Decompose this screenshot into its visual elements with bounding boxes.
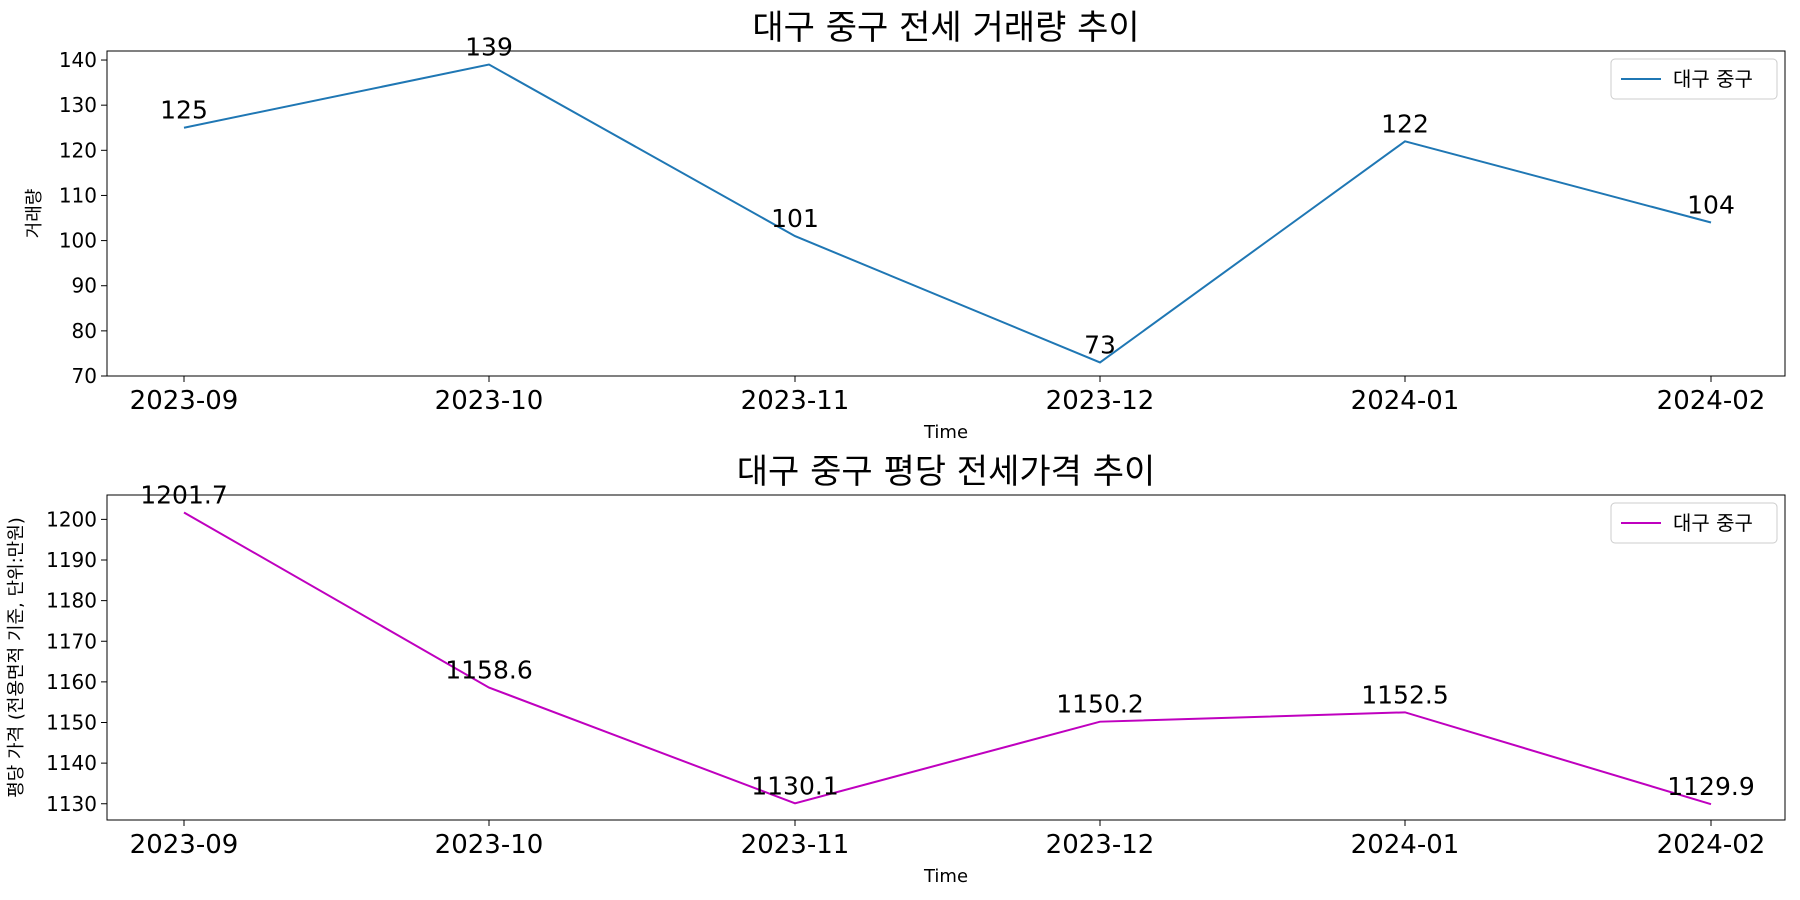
data-label: 1129.9 <box>1667 772 1754 801</box>
data-label: 101 <box>771 204 819 233</box>
y-tick-label: 90 <box>72 274 97 298</box>
y-tick-label: 70 <box>72 364 97 388</box>
y-tick-label: 1170 <box>46 629 97 653</box>
legend-label: 대구 중구 <box>1673 67 1753 91</box>
y-tick-label: 130 <box>59 93 97 117</box>
y-tick-label: 1180 <box>46 589 97 613</box>
x-tick-label: 2023-12 <box>1046 386 1155 416</box>
y-tick-label: 140 <box>59 48 97 72</box>
x-tick-label: 2023-10 <box>435 386 544 416</box>
x-tick-label: 2024-02 <box>1657 830 1766 860</box>
data-label: 1152.5 <box>1361 680 1448 709</box>
x-axis-label: Time <box>923 866 968 887</box>
data-label: 1130.1 <box>751 771 838 800</box>
y-tick-label: 80 <box>72 319 97 343</box>
data-label: 139 <box>465 33 513 62</box>
legend-label: 대구 중구 <box>1673 511 1753 535</box>
x-tick-label: 2023-11 <box>741 386 850 416</box>
legend-box <box>1610 58 1778 100</box>
chart-panel-1: 대구 중구 전세 거래량 추이 70 80 90 100 110 120 130 140 2023… <box>24 8 1786 443</box>
series-line <box>183 63 1712 364</box>
y-tick-label: 100 <box>59 229 97 253</box>
x-tick-label: 2023-10 <box>435 830 544 860</box>
plot-frame <box>106 50 1786 377</box>
chart-panel-2: 대구 중구 평당 전세가격 추이 1130 1140 1150 1160 1170 1180… <box>6 452 1786 887</box>
y-axis-label: 거래량 <box>24 189 45 239</box>
y-tick-label: 110 <box>59 183 97 207</box>
x-tick-label: 2024-01 <box>1351 830 1460 860</box>
data-label: 122 <box>1381 109 1429 138</box>
y-tick-label: 1190 <box>46 548 97 572</box>
y-tick-label: 1130 <box>46 792 97 816</box>
legend: 대구 중구 <box>1610 58 1778 100</box>
y-axis-label: 평당 가격 (전용면적 기준, 단위:만원) <box>6 517 27 798</box>
x-axis-label: Time <box>923 422 968 443</box>
plot-frame <box>106 494 1786 821</box>
chart-title: 대구 중구 평당 전세가격 추이 <box>737 452 1156 492</box>
data-label: 1158.6 <box>445 656 532 685</box>
x-tick-label: 2023-09 <box>130 830 239 860</box>
y-tick-label: 1200 <box>46 507 97 531</box>
legend-box <box>1610 502 1778 544</box>
chart-title: 대구 중구 전세 거래량 추이 <box>752 8 1139 48</box>
x-tick-label: 2023-09 <box>130 386 239 416</box>
y-tick-label: 120 <box>59 138 97 162</box>
x-tick-label: 2024-02 <box>1657 386 1766 416</box>
x-tick-label: 2023-11 <box>741 830 850 860</box>
data-label: 125 <box>160 96 208 125</box>
series-line <box>183 511 1712 806</box>
x-tick-label: 2023-12 <box>1046 830 1155 860</box>
y-tick-label: 1140 <box>46 751 97 775</box>
data-label: 104 <box>1687 191 1735 220</box>
data-label: 73 <box>1084 330 1116 359</box>
y-tick-label: 1160 <box>46 670 97 694</box>
legend: 대구 중구 <box>1610 502 1778 544</box>
y-tick-label: 1150 <box>46 711 97 735</box>
x-tick-label: 2024-01 <box>1351 386 1460 416</box>
data-label: 1150.2 <box>1056 690 1143 719</box>
